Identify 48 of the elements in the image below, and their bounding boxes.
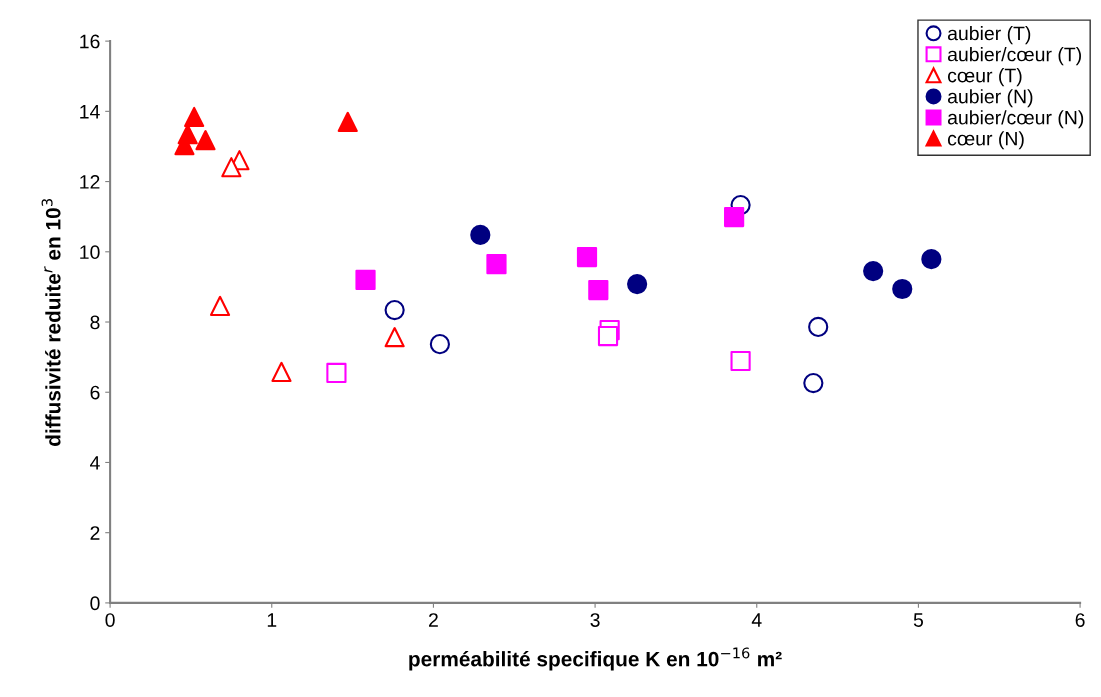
point [429,334,450,355]
x-tick-label: 6 [1075,613,1085,627]
y-tick-label: 6 [90,385,100,400]
legend-label: aubier/cœur (T) [947,47,1081,66]
y-tick-label: 2 [90,526,100,540]
y-tick-label: 8 [90,315,100,330]
y-tick-label: 0 [90,596,100,611]
point [184,106,205,128]
y-tick-label: 16 [80,34,100,49]
point [863,261,884,282]
point [384,327,405,348]
point [355,269,376,290]
x-tick-label: 2 [429,613,438,627]
point [221,157,242,178]
y-tick-label: 4 [90,456,100,470]
point [588,279,609,301]
x-tick-label: 1 [267,613,277,627]
x-tick-label: 4 [751,613,762,627]
y-tick-label: 12 [80,175,100,189]
legend-label: cœur (N) [947,131,1024,150]
point [730,350,751,372]
y-axis-title: diffusivité reduite$^{r}$ en 10$^{3}$ [41,199,61,446]
point [326,362,347,384]
x-axis-title: perméabilité specifique K en 10$^{−16}$ m² [409,647,782,671]
legend-label: aubier (T) [947,26,1031,45]
y-tick-label: 14 [80,105,100,119]
x-tick-label: 5 [913,613,924,627]
x-tick-label: 0 [105,613,115,627]
legend-label: aubier (N) [947,89,1033,108]
legend-label: aubier/cœur (N) [947,110,1084,129]
y-tick-label: 10 [80,245,100,260]
point [195,130,216,151]
point [384,299,405,321]
point [808,316,829,338]
point [724,206,745,228]
point [209,295,231,316]
point [576,246,598,268]
point [271,361,292,382]
legend-label: cœur (T) [947,68,1022,87]
point [486,253,507,275]
point [803,373,824,394]
point [597,325,619,347]
point [892,278,913,300]
point [627,274,648,295]
point [337,111,358,132]
x-tick-label: 3 [590,613,600,627]
point [921,249,942,270]
point [470,224,491,246]
